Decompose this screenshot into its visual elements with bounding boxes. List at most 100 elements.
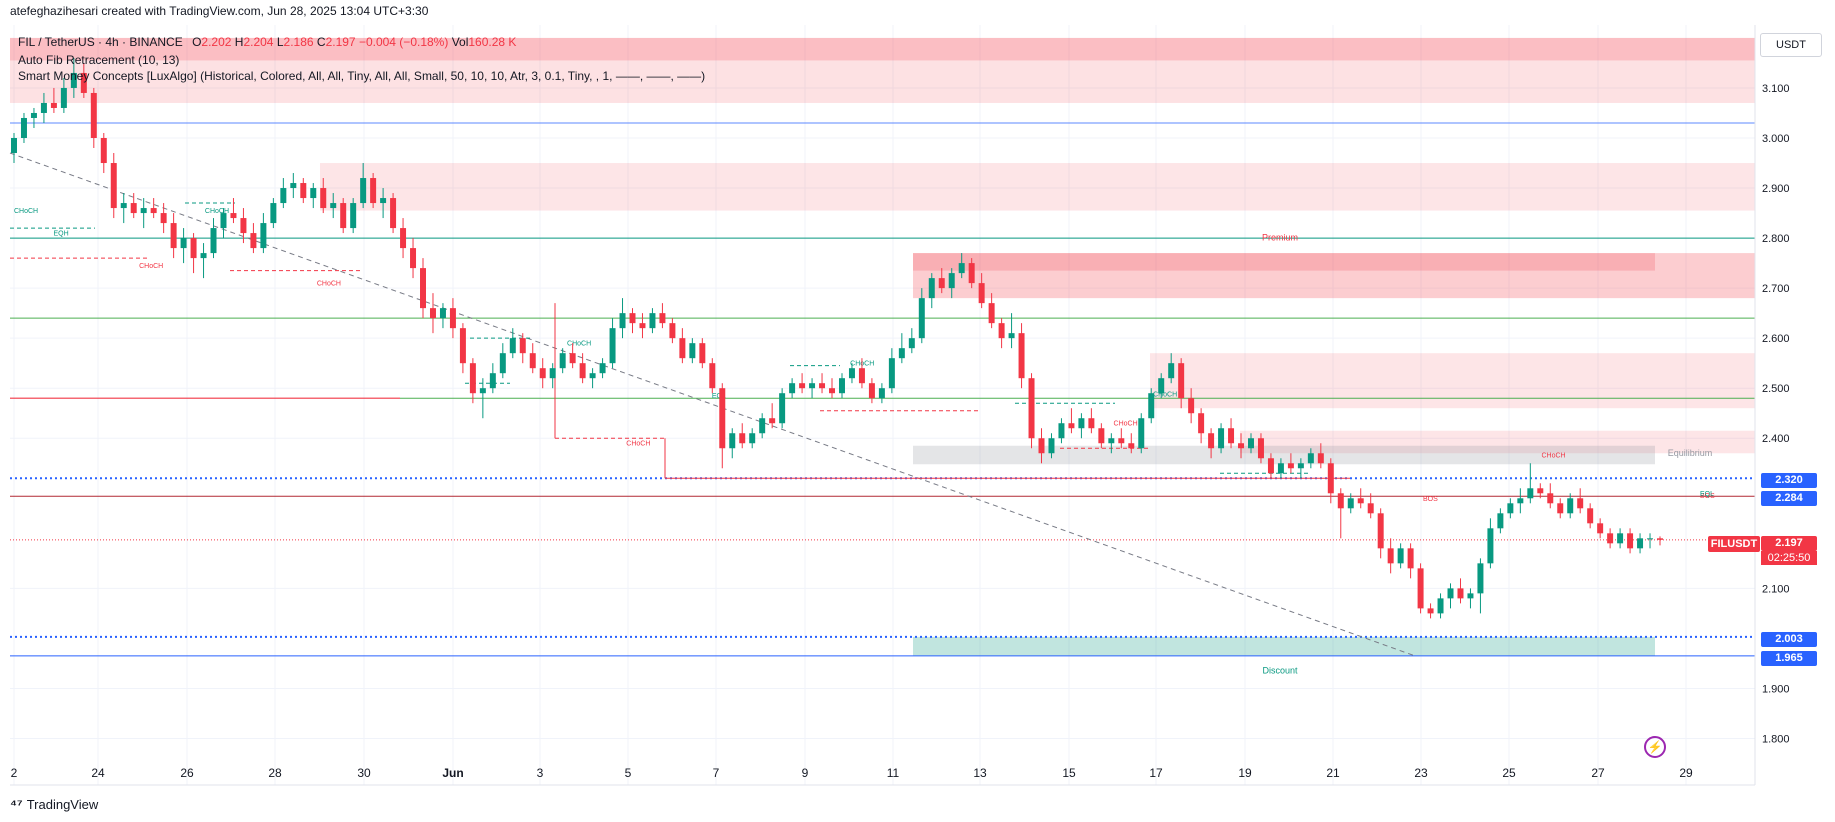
tradingview-logo-icon: ⁴⁷: [10, 796, 23, 812]
candle-body: [1218, 428, 1225, 449]
candle-body: [1198, 413, 1205, 434]
symbol-tag: FILUSDT: [1708, 536, 1760, 552]
candle-body: [938, 278, 945, 289]
candle-body: [1327, 463, 1334, 494]
candle-body: [250, 233, 257, 249]
candle: [1198, 408, 1205, 444]
candle-body: [459, 328, 466, 364]
candle-body: [1287, 463, 1294, 469]
legend-symbol[interactable]: FIL / TetherUS · 4h · BINANCE: [18, 35, 183, 49]
candle-body: [1607, 533, 1614, 544]
structure-label: CHoCH: [626, 441, 650, 448]
candle: [1218, 423, 1225, 454]
candle-body: [838, 378, 845, 394]
candle-body: [918, 298, 925, 339]
candle: [270, 198, 277, 229]
candle: [1267, 453, 1274, 479]
candle-body: [1248, 438, 1254, 449]
x-tick-label: 7: [713, 766, 720, 780]
candle-body: [170, 223, 177, 249]
candle: [559, 348, 566, 374]
candle-body: [1317, 453, 1324, 464]
candle: [1287, 453, 1294, 474]
candle-body: [489, 373, 496, 389]
candle: [1467, 588, 1474, 609]
candle-body: [639, 323, 646, 329]
price-tag-2003: 2.003: [1761, 632, 1817, 647]
candle: [1158, 373, 1165, 399]
price-tag-2320: 2.320: [1761, 473, 1817, 488]
candle-body: [1277, 463, 1284, 474]
candle: [250, 223, 257, 254]
candle-body: [70, 72, 77, 88]
candle: [160, 203, 167, 234]
candle-body: [1537, 488, 1544, 494]
candle-body: [779, 393, 786, 424]
candle: [429, 293, 436, 334]
candle-body: [1048, 438, 1055, 454]
candle: [579, 353, 586, 384]
candle-body: [1387, 548, 1394, 564]
candle: [1387, 538, 1394, 574]
candle-body: [1497, 513, 1504, 529]
legend-indicator-smc[interactable]: Smart Money Concepts [LuxAlgo] (Historic…: [18, 69, 706, 83]
candle-body: [1467, 593, 1474, 599]
structure-label: CHoCH: [567, 341, 591, 348]
candle: [100, 132, 107, 174]
candle-body: [190, 238, 197, 259]
candle-body: [669, 323, 676, 339]
candle-body: [1487, 528, 1494, 564]
candle-body: [1078, 418, 1085, 429]
candle: [350, 198, 357, 234]
candle-body: [230, 213, 237, 219]
candle: [609, 318, 616, 369]
candle: [1557, 498, 1564, 519]
y-tick-label: 2.900: [1762, 183, 1790, 195]
candle-body: [1507, 503, 1514, 514]
candle: [300, 178, 307, 204]
candle: [240, 208, 247, 244]
candle-body: [1228, 428, 1235, 444]
structure-label: CHoCH: [1153, 392, 1177, 399]
candle-body: [1407, 548, 1414, 569]
candle: [1248, 433, 1254, 454]
legend-c-value: 2.197: [325, 35, 356, 49]
candle: [649, 308, 656, 334]
candle: [410, 238, 417, 279]
currency-selector[interactable]: USDT: [1760, 33, 1822, 57]
candle: [1527, 463, 1534, 504]
supply-zone-c: [913, 253, 1755, 299]
footer-brand[interactable]: ⁴⁷ TradingView: [10, 796, 98, 812]
candle-body: [20, 117, 27, 138]
supply-zone-e: [1240, 430, 1755, 454]
candle-body: [509, 338, 516, 354]
candle-body: [1118, 438, 1125, 444]
legend-indicator-fib[interactable]: Auto Fib Retracement (10, 13): [18, 53, 180, 67]
candle-body: [50, 102, 57, 108]
candle: [390, 193, 397, 234]
candle: [838, 373, 845, 399]
candle: [1038, 428, 1045, 464]
candle-body: [1158, 378, 1165, 394]
candle: [320, 178, 327, 214]
candle: [1377, 508, 1384, 559]
candle: [1118, 428, 1125, 449]
candle: [938, 268, 945, 294]
candle: [619, 298, 626, 339]
x-tick-label: 27: [1591, 766, 1605, 780]
candle-body: [559, 353, 566, 369]
candle: [509, 328, 516, 359]
candle: [1068, 408, 1075, 434]
lightning-icon[interactable]: ⚡: [1644, 736, 1666, 758]
candle-body: [1088, 418, 1095, 429]
legend-vol-label: Vol: [451, 35, 469, 49]
candle-body: [1008, 333, 1015, 339]
x-tick-label: 5: [625, 766, 632, 780]
candle: [1457, 578, 1464, 604]
candle: [1647, 533, 1654, 549]
candle-body: [1098, 428, 1105, 444]
legend-l-label: L: [276, 35, 284, 49]
supply-zone-d: [1150, 353, 1755, 409]
structure-label: CHoCH: [139, 263, 163, 270]
